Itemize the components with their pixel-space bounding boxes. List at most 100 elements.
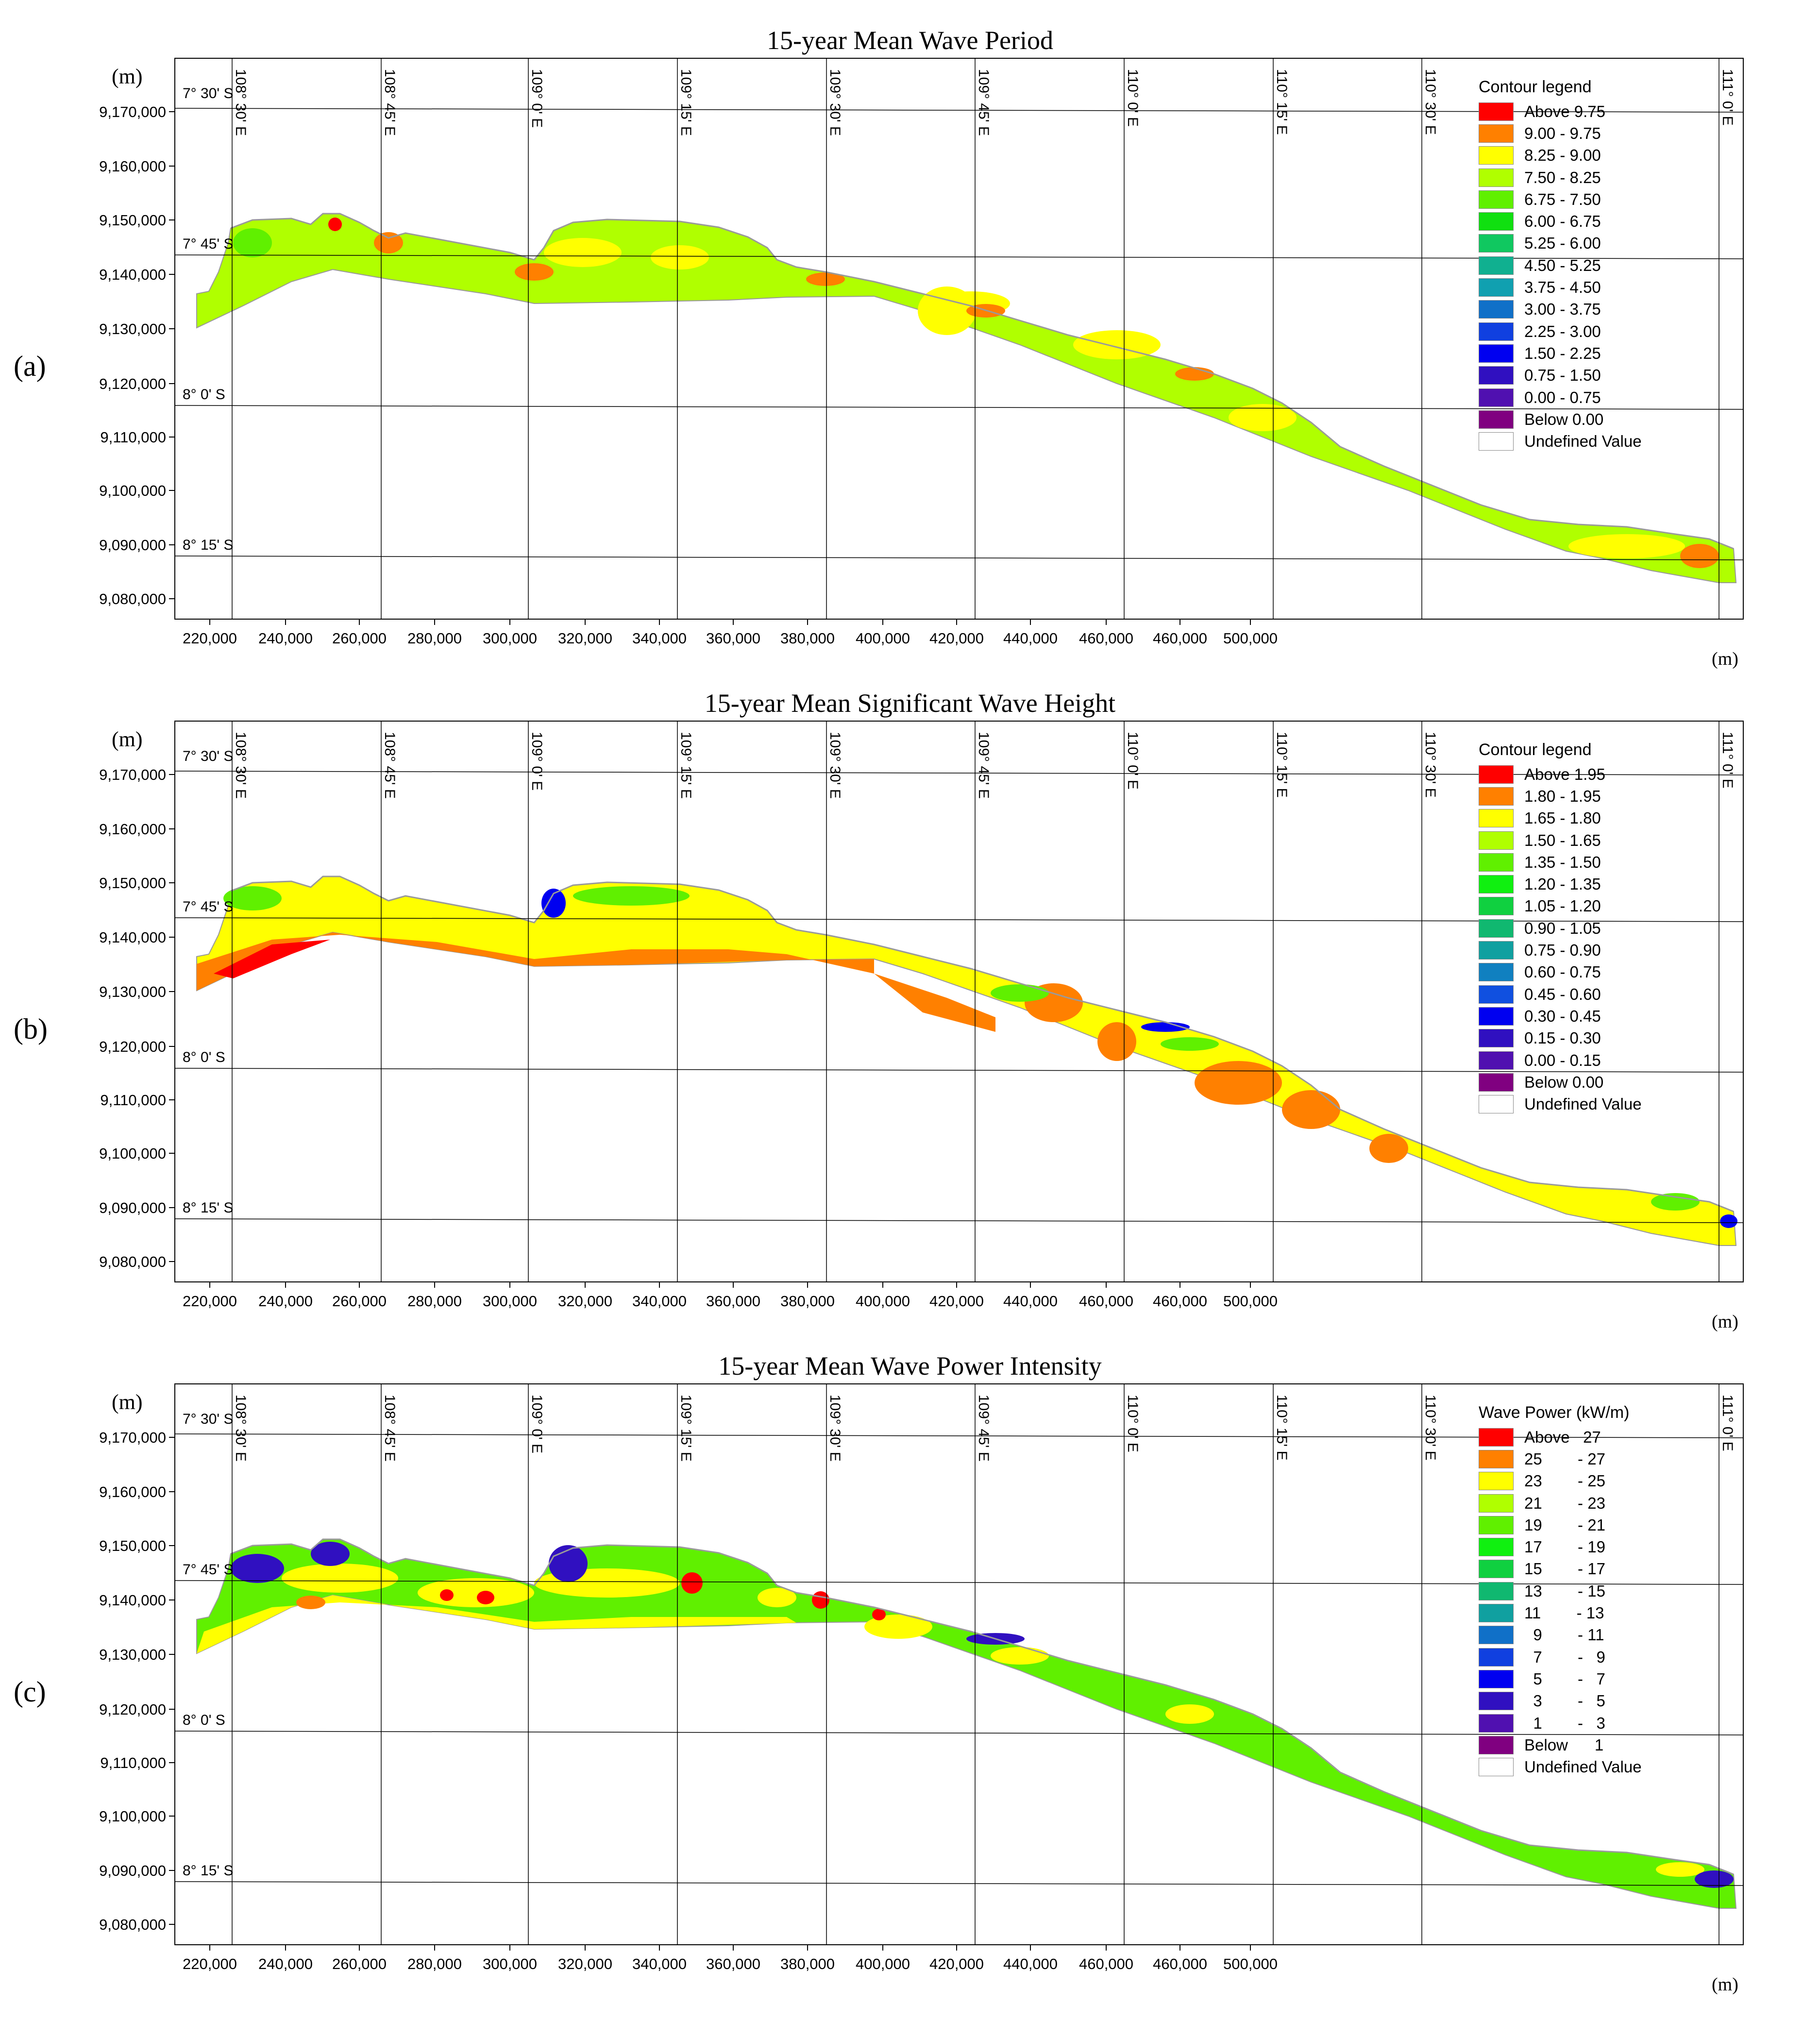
- legend-swatch: [1479, 1007, 1514, 1026]
- contour-patch: [864, 1615, 932, 1639]
- panel-title: 15-year Mean Significant Wave Height: [704, 689, 1116, 718]
- latitude-label: 7° 45' S: [183, 899, 233, 915]
- legend-swatch: [1479, 1582, 1514, 1600]
- contour-patch: [197, 1595, 796, 1653]
- legend-label: 0.60 - 0.75: [1524, 963, 1601, 981]
- legend-label: 7 - 9: [1524, 1648, 1605, 1666]
- contour-patch: [1568, 534, 1685, 558]
- legend-swatch: [1479, 102, 1514, 121]
- longitude-label: 110° 30' E: [1422, 69, 1438, 135]
- legend-swatch: [1479, 1494, 1514, 1513]
- contour-patch: [1229, 404, 1297, 431]
- longitude-label: 108° 30' E: [233, 1395, 249, 1462]
- y-tick-label: 9,090,000: [99, 1862, 166, 1879]
- legend-swatch: [1479, 1538, 1514, 1557]
- latitude-label: 7° 30' S: [183, 1411, 233, 1427]
- legend-label: 0.15 - 0.30: [1524, 1029, 1601, 1047]
- panel-label: (b): [14, 1013, 48, 1045]
- legend-label: 23 - 25: [1524, 1472, 1605, 1490]
- panel-title: 15-year Mean Wave Period: [767, 26, 1053, 55]
- legend-item: Below 1: [1479, 1734, 1692, 1756]
- legend-label: 21 - 23: [1524, 1494, 1605, 1512]
- legend-item: 0.75 - 0.90: [1479, 939, 1692, 961]
- longitude-label: 109° 15' E: [678, 69, 694, 136]
- contour-patch: [231, 1554, 284, 1583]
- contour-patch: [328, 218, 342, 231]
- legend-item: 0.75 - 1.50: [1479, 365, 1692, 387]
- legend-item: 9 - 11: [1479, 1624, 1692, 1646]
- legend-label: 0.75 - 1.50: [1524, 366, 1601, 385]
- legend-swatch: [1479, 985, 1514, 1004]
- legend-swatch: [1479, 1515, 1514, 1534]
- x-tick-label: 460,000: [1079, 1955, 1133, 1972]
- x-tick-label: 400,000: [856, 630, 910, 647]
- legend-item: 7.50 - 8.25: [1479, 167, 1692, 188]
- legend-swatch: [1479, 322, 1514, 341]
- parallel-line: [174, 405, 1744, 410]
- contour-patch: [418, 1578, 534, 1607]
- legend-label: Above 27: [1524, 1428, 1601, 1446]
- y-tick-label: 9,150,000: [99, 1537, 166, 1554]
- legend-item: 5 - 7: [1479, 1668, 1692, 1690]
- legend-item: 6.75 - 7.50: [1479, 188, 1692, 210]
- legend-swatch: [1479, 366, 1514, 385]
- longitude-label: 110° 30' E: [1422, 732, 1438, 798]
- x-unit-label: (m): [1712, 1974, 1738, 1995]
- legend-swatch: [1479, 853, 1514, 872]
- x-tick-label: 360,000: [706, 1293, 760, 1310]
- legend-item: 25 - 27: [1479, 1448, 1692, 1470]
- legend-item: 1.65 - 1.80: [1479, 808, 1692, 829]
- y-tick-label: 9,170,000: [99, 766, 166, 783]
- contour-patch: [872, 1609, 886, 1620]
- latitude-label: 7° 45' S: [183, 1562, 233, 1578]
- legend-label: Above 9.75: [1524, 102, 1605, 120]
- x-tick-label: 320,000: [558, 630, 612, 647]
- longitude-label: 109° 30' E: [827, 69, 843, 136]
- legend-swatch: [1479, 1648, 1514, 1667]
- panel-b: 15-year Mean Significant Wave Height (b)…: [0, 663, 1820, 1332]
- legend-label: 13 - 15: [1524, 1582, 1605, 1600]
- y-tick-label: 9,110,000: [100, 1092, 166, 1109]
- contour-patch: [1097, 1022, 1136, 1061]
- y-tick-label: 9,150,000: [99, 212, 166, 229]
- panel-title: 15-year Mean Wave Power Intensity: [718, 1351, 1102, 1380]
- longitude-label: 109° 45' E: [976, 732, 992, 799]
- longitude-label: 108° 45' E: [382, 732, 398, 799]
- latitude-label: 8° 0' S: [183, 1712, 225, 1728]
- legend-swatch: [1479, 1428, 1514, 1447]
- legend-label: 9 - 11: [1524, 1626, 1604, 1644]
- map-plot: 9,170,000 9,160,000 9,150,000 9,140,000 9,13…: [99, 58, 1744, 647]
- contour-patch: [296, 1596, 325, 1609]
- legend-swatch: [1479, 1626, 1514, 1645]
- y-tick-label: 9,140,000: [99, 1592, 166, 1609]
- legend-item: 1.50 - 2.25: [1479, 342, 1692, 364]
- x-tick-label: 440,000: [1003, 630, 1058, 647]
- legend-swatch: [1479, 212, 1514, 231]
- legend-item: Below 0.00: [1479, 1071, 1692, 1093]
- legend-label: 0.45 - 0.60: [1524, 985, 1601, 1003]
- latitude-label: 8° 15' S: [183, 1200, 233, 1216]
- legend-swatch: [1479, 1095, 1514, 1114]
- legend-label: 5.25 - 6.00: [1524, 234, 1601, 253]
- contour-patch: [477, 1591, 494, 1604]
- x-tick-label: 260,000: [332, 1293, 387, 1310]
- contour-patch: [1141, 1022, 1190, 1032]
- x-tick-label: 420,000: [929, 1955, 984, 1972]
- legend-item: Below 0.00: [1479, 408, 1692, 430]
- panel-label: (c): [14, 1676, 46, 1708]
- contour-patch: [1680, 544, 1719, 568]
- x-tick-label: 300,000: [483, 1955, 537, 1972]
- legend-label: 0.00 - 0.75: [1524, 388, 1601, 406]
- latitude-label: 8° 0' S: [183, 1049, 225, 1065]
- longitude-label: 109° 45' E: [976, 69, 992, 136]
- legend-label: 1 - 3: [1524, 1714, 1605, 1732]
- legend-label: 3.75 - 4.50: [1524, 278, 1601, 297]
- legend-label: Below 0.00: [1524, 410, 1604, 428]
- y-tick-label: 9,130,000: [99, 320, 166, 337]
- longitude-label: 110° 30' E: [1422, 1395, 1438, 1461]
- parallel-line: [174, 1218, 1744, 1223]
- panel-label: (a): [14, 350, 46, 382]
- legend-item: Undefined Value: [1479, 430, 1692, 452]
- legend-label: 4.50 - 5.25: [1524, 256, 1601, 274]
- contour-patch: [1369, 1134, 1408, 1163]
